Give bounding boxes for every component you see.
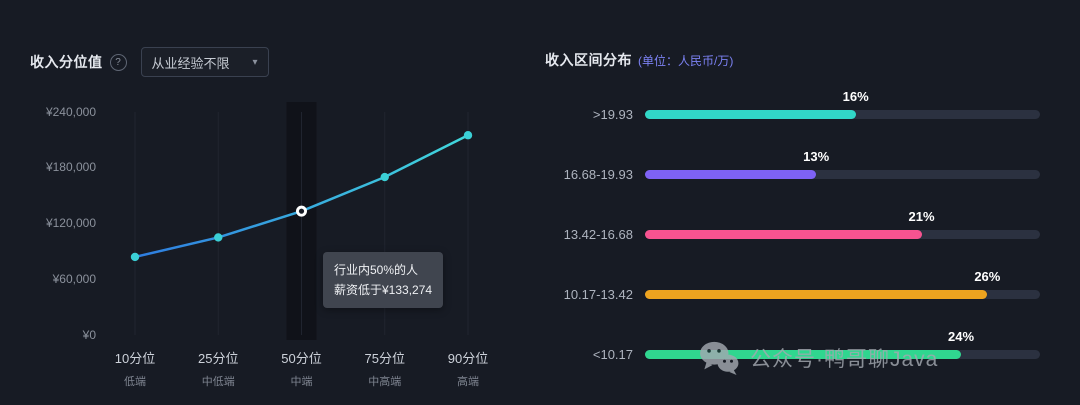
dropdown-value: 从业经验不限 [152, 53, 230, 72]
x-tick: 50分位 中端 [281, 348, 321, 389]
chevron-down-icon: ▾ [252, 57, 257, 68]
line-chart-canvas[interactable] [105, 100, 505, 340]
bar-category: 16.68-19.93 [545, 167, 633, 182]
bar-track: 13% [645, 170, 1040, 179]
help-icon[interactable]: ? [110, 54, 127, 71]
bar-track: 26% [645, 290, 1040, 299]
percentile-line-chart[interactable]: ¥240,000 ¥180,000 ¥120,000 ¥60,000 ¥0 10… [30, 100, 510, 400]
unit-label: (单位：人民币/万) [638, 52, 733, 69]
y-axis-label: ¥120,000 [30, 216, 96, 230]
y-axis-label: ¥240,000 [30, 105, 96, 119]
y-axis-label: ¥180,000 [30, 160, 96, 174]
bar-value-label: 21% [908, 209, 934, 224]
bar-fill [645, 230, 922, 239]
bar-row[interactable]: 10.17-13.42 26% [545, 264, 1040, 324]
bar-row[interactable]: >19.93 16% [545, 84, 1040, 144]
experience-filter-dropdown[interactable]: 从业经验不限 ▾ [141, 47, 269, 77]
bar-row[interactable]: 16.68-19.93 13% [545, 144, 1040, 204]
bar-fill [645, 350, 961, 359]
income-distribution-panel: 收入区间分布 (单位：人民币/万) >19.93 16% 16.68-19.93… [545, 50, 1040, 384]
bar-value-label: 16% [843, 89, 869, 104]
bar-value-label: 13% [803, 149, 829, 164]
bar-fill [645, 110, 856, 119]
chart-tooltip: 行业内50%的人 薪资低于¥133,274 [323, 252, 443, 308]
bar-category: 13.42-16.68 [545, 227, 633, 242]
bar-fill [645, 290, 987, 299]
y-axis-label: ¥60,000 [30, 272, 96, 286]
tooltip-line-1: 行业内50%的人 [334, 260, 432, 280]
y-axis-label: ¥0 [30, 328, 96, 342]
bar-track: 16% [645, 110, 1040, 119]
section-title: 收入区间分布 [545, 50, 632, 70]
bar-category: >19.93 [545, 107, 633, 122]
x-tick: 25分位 中低端 [198, 348, 238, 389]
bar-category: 10.17-13.42 [545, 287, 633, 302]
x-tick: 75分位 中高端 [365, 348, 405, 389]
income-percentile-header: 收入分位值 ? 从业经验不限 ▾ [30, 46, 269, 78]
bar-category: <10.17 [545, 347, 633, 362]
page-title: 收入分位值 [30, 52, 103, 72]
bar-row[interactable]: 13.42-16.68 21% [545, 204, 1040, 264]
bar-track: 24% [645, 350, 1040, 359]
y-axis: ¥240,000 ¥180,000 ¥120,000 ¥60,000 ¥0 [30, 100, 96, 340]
distribution-header: 收入区间分布 (单位：人民币/万) [545, 50, 1040, 70]
x-tick: 90分位 高端 [448, 348, 488, 389]
bar-value-label: 26% [974, 269, 1000, 284]
bar-value-label: 24% [948, 329, 974, 344]
bar-fill [645, 170, 816, 179]
distribution-bar-chart: >19.93 16% 16.68-19.93 13% 13.42-16.68 2… [545, 84, 1040, 384]
tooltip-line-2: 薪资低于¥133,274 [334, 280, 432, 300]
x-tick: 10分位 低端 [115, 348, 155, 389]
bar-row[interactable]: <10.17 24% [545, 324, 1040, 384]
bar-track: 21% [645, 230, 1040, 239]
